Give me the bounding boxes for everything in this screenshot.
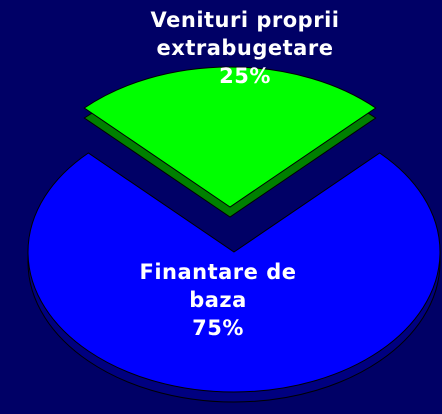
value-label: 25% — [219, 64, 271, 88]
category-label: Finantare de baza — [139, 260, 297, 312]
value-label: 75% — [192, 316, 244, 340]
slice — [83, 66, 377, 208]
slice-label: Finantare de baza 75% — [113, 258, 323, 342]
category-label: Venituri proprii extrabugetare — [150, 8, 340, 60]
slice-label: Venituri proprii extrabugetare 25% — [115, 6, 375, 90]
slice — [27, 152, 441, 393]
